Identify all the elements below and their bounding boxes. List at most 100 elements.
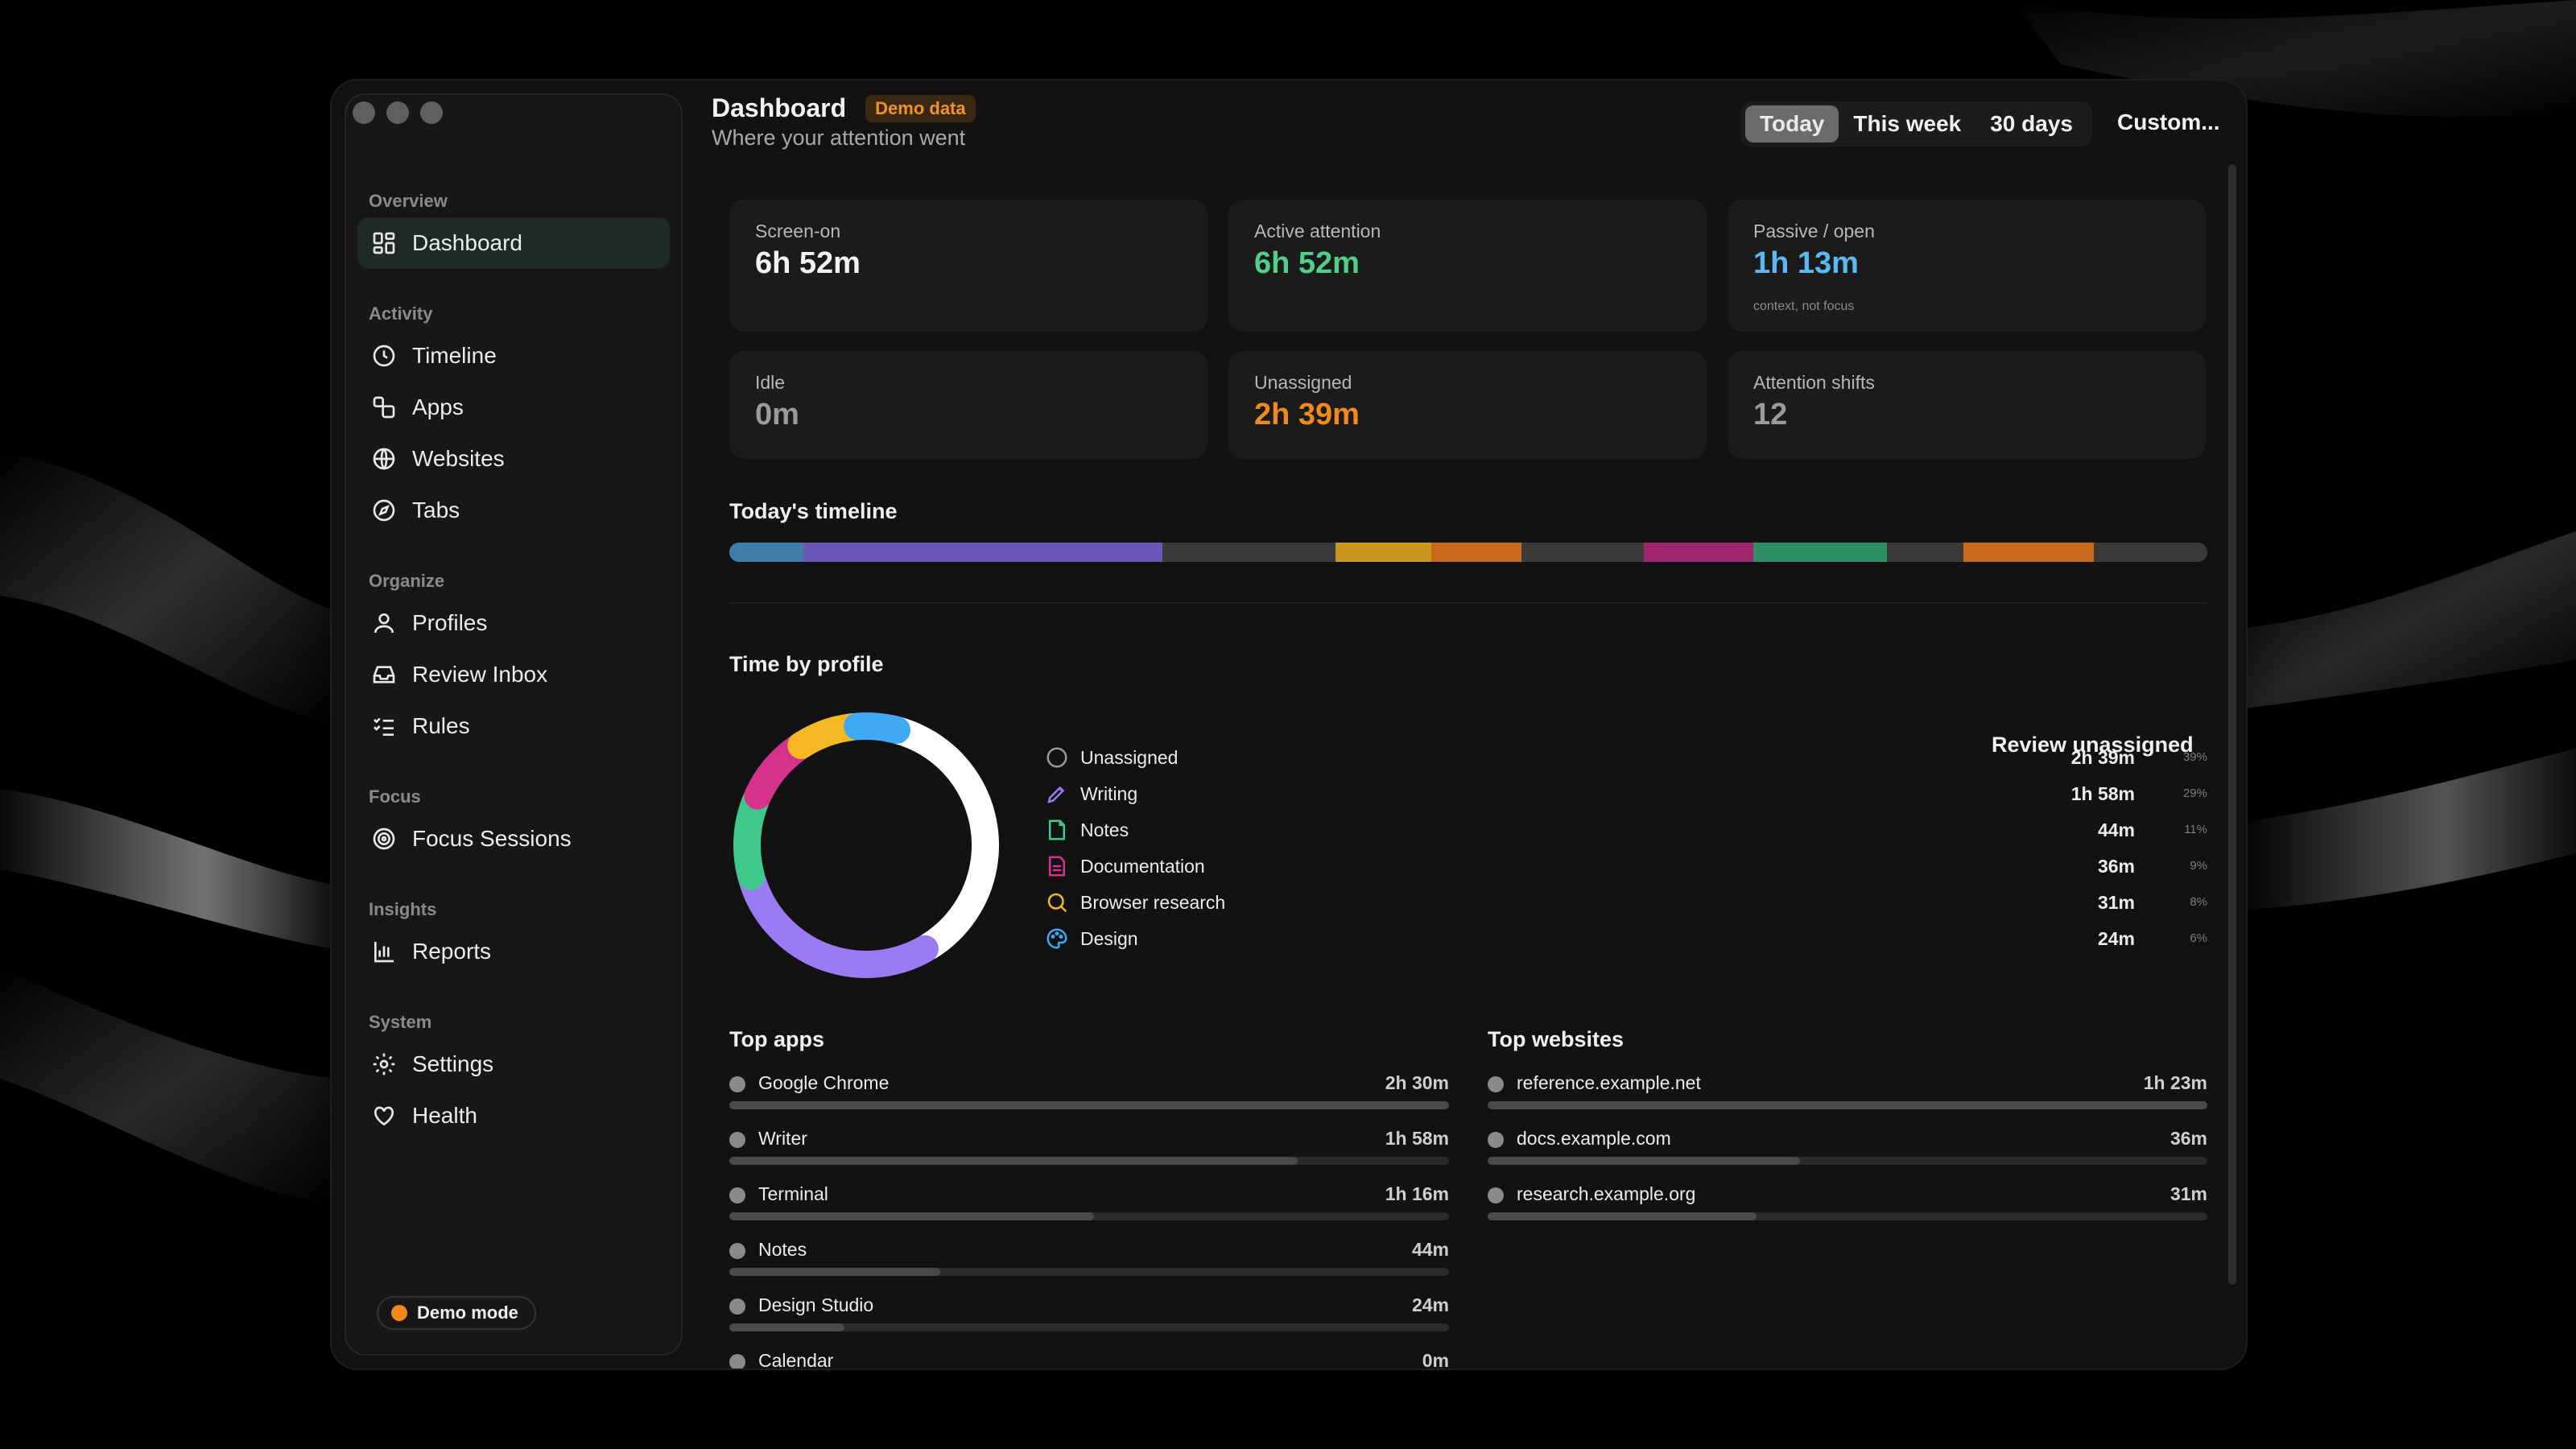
sidebar-item-focus-sessions[interactable]: Focus Sessions	[357, 813, 670, 865]
stat-value: 12	[1753, 398, 1788, 431]
sidebar-item-timeline[interactable]: Timeline	[357, 330, 670, 382]
top-websites-list: reference.example.net 1h 23m docs.exampl…	[1488, 1067, 2207, 1234]
custom-range-button[interactable]: Custom...	[2117, 109, 2220, 134]
list-item[interactable]: Design Studio 24m	[729, 1290, 1449, 1345]
usage-bar	[729, 1101, 1449, 1109]
usage-track	[1488, 1212, 2207, 1220]
section-label-organize: Organize	[369, 571, 445, 591]
apps-icon	[370, 394, 398, 421]
sidebar-item-websites[interactable]: Websites	[357, 433, 670, 485]
stat-value: 6h 52m	[755, 246, 861, 280]
donut-slice-notes[interactable]	[729, 708, 1003, 982]
timeline-segment[interactable]	[803, 543, 1162, 562]
legend-time: 2h 39m	[2070, 747, 2135, 768]
sidebar-item-rules[interactable]: Rules	[357, 700, 670, 752]
sidebar-item-label: Apps	[412, 394, 464, 419]
demo-mode-label: Demo mode	[417, 1302, 518, 1323]
timeline-segment[interactable]	[729, 543, 803, 562]
timeline-segment[interactable]	[1644, 543, 1754, 562]
site-dot	[1488, 1076, 1504, 1092]
range-this-week-button[interactable]: This week	[1853, 111, 1962, 136]
timeline-segment[interactable]	[1521, 543, 1645, 562]
legend-row-design[interactable]: Design 24m 6%	[1045, 923, 2207, 960]
timeline-segment[interactable]	[1753, 543, 1887, 562]
usage-bar	[729, 1323, 845, 1331]
sidebar-item-label: Profiles	[412, 610, 488, 635]
stat-label: Attention shifts	[1753, 372, 1875, 393]
timeline-bar[interactable]	[729, 543, 2207, 562]
list-item[interactable]: Terminal 1h 16m	[729, 1179, 1449, 1234]
sidebar-item-review-inbox[interactable]: Review Inbox	[357, 649, 670, 700]
legend-pct: 8%	[2190, 895, 2207, 909]
checklist-icon	[370, 712, 398, 740]
stat-value: 1h 13m	[1753, 246, 1859, 280]
list-item[interactable]: Calendar 0m	[729, 1345, 1449, 1368]
item-name: Notes	[758, 1239, 807, 1260]
legend-pct: 6%	[2190, 931, 2207, 945]
list-item[interactable]: docs.example.com 36m	[1488, 1123, 2207, 1179]
legend-row-writing[interactable]: Writing 1h 58m 29%	[1045, 778, 2207, 815]
timeline-segment[interactable]	[1431, 543, 1522, 562]
sidebar-item-apps[interactable]: Apps	[357, 382, 670, 433]
usage-bar	[1488, 1212, 1757, 1220]
app-dot	[729, 1076, 745, 1092]
legend-pct: 39%	[2182, 750, 2207, 764]
sidebar-item-label: Reports	[412, 939, 492, 964]
list-item[interactable]: reference.example.net 1h 23m	[1488, 1067, 2207, 1123]
timeline-segment[interactable]	[1963, 543, 2094, 562]
section-label-focus: Focus	[369, 786, 421, 807]
legend-pct: 29%	[2182, 786, 2207, 800]
list-item[interactable]: Writer 1h 58m	[729, 1123, 1449, 1179]
list-item[interactable]: Google Chrome 2h 30m	[729, 1067, 1449, 1123]
legend-name: Browser research	[1080, 892, 1226, 913]
page-subtitle: Where your attention went	[712, 126, 966, 150]
app-dot	[729, 1187, 745, 1203]
legend-row-unassigned[interactable]: Unassigned 2h 39m 39%	[1045, 742, 2207, 778]
scrollbar[interactable]	[2228, 164, 2236, 1285]
legend-name: Writing	[1080, 783, 1138, 804]
item-name: research.example.org	[1517, 1183, 1696, 1204]
stat-value: 2h 39m	[1254, 398, 1360, 431]
list-item[interactable]: research.example.org 31m	[1488, 1179, 2207, 1234]
demo-mode-pill[interactable]: Demo mode	[377, 1296, 536, 1330]
list-item[interactable]: Notes 44m	[729, 1234, 1449, 1290]
minimize-window-button[interactable]	[386, 101, 409, 124]
review-unassigned-button[interactable]: Review unassigned	[1992, 733, 2194, 757]
range-30-days-button[interactable]: 30 days	[1990, 111, 2073, 136]
zoom-window-button[interactable]	[420, 101, 443, 124]
item-name: Writer	[758, 1128, 807, 1149]
donut-slice-writing[interactable]	[729, 708, 1003, 982]
item-name: Google Chrome	[758, 1072, 890, 1093]
sidebar-item-settings[interactable]: Settings	[357, 1038, 670, 1090]
stat-card-unassigned: Unassigned 2h 39m	[1228, 351, 1707, 459]
app-dot	[729, 1354, 745, 1368]
timeline-segment[interactable]	[1886, 543, 1963, 562]
timeline-segment[interactable]	[2093, 543, 2207, 562]
app-dot	[729, 1243, 745, 1259]
timeline-segment[interactable]	[1162, 543, 1335, 562]
legend-row-notes[interactable]: Notes 44m 11%	[1045, 815, 2207, 851]
bar-chart-icon	[370, 938, 398, 965]
stat-card-idle: Idle 0m	[729, 351, 1208, 459]
stat-label: Unassigned	[1254, 372, 1352, 393]
donut-slice-design[interactable]	[729, 708, 1003, 982]
sidebar-item-health[interactable]: Health	[357, 1090, 670, 1141]
usage-bar	[729, 1157, 1298, 1165]
donut-slice-browser-research[interactable]	[729, 708, 1003, 982]
note-icon	[1049, 819, 1065, 840]
donut-slice-unassigned[interactable]	[729, 708, 1003, 982]
legend-row-documentation[interactable]: Documentation 36m 9%	[1045, 851, 2207, 887]
sidebar-item-dashboard[interactable]: Dashboard	[357, 217, 670, 269]
item-time: 36m	[2169, 1128, 2207, 1149]
sidebar-item-tabs[interactable]: Tabs	[357, 485, 670, 536]
range-today-button[interactable]: Today	[1745, 105, 1839, 142]
document-icon	[1049, 856, 1065, 877]
sidebar-item-reports[interactable]: Reports	[357, 926, 670, 977]
legend-name: Unassigned	[1080, 747, 1179, 768]
sidebar-nav: Overview Dashboard Activity Timeline App	[346, 172, 681, 1141]
legend-row-browser-research[interactable]: Browser research 31m 8%	[1045, 887, 2207, 923]
close-window-button[interactable]	[353, 101, 375, 124]
donut-slice-documentation[interactable]	[729, 708, 1003, 982]
timeline-segment[interactable]	[1335, 543, 1432, 562]
sidebar-item-profiles[interactable]: Profiles	[357, 597, 670, 649]
